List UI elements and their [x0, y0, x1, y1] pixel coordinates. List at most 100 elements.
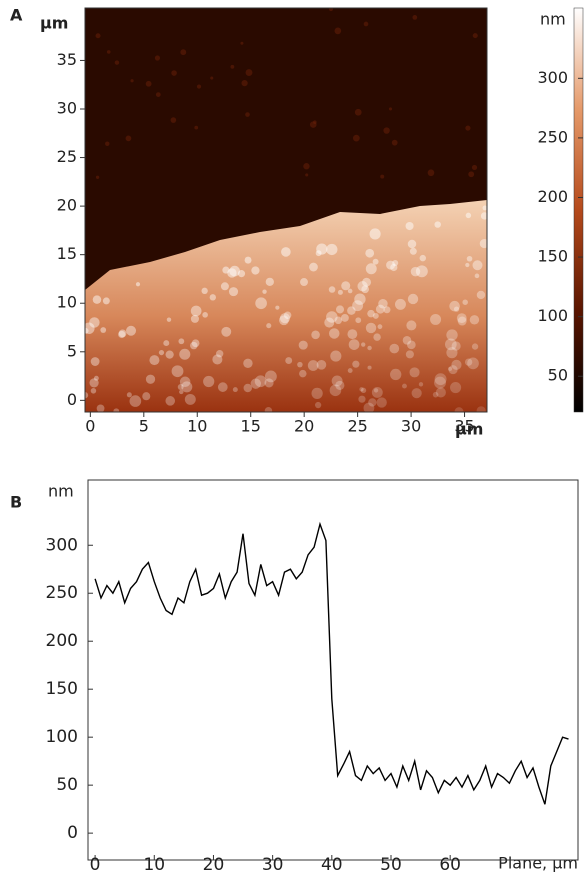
grain [113, 408, 120, 412]
grain [305, 173, 309, 177]
grain [129, 395, 142, 407]
y-tick-label: 15 [57, 244, 77, 263]
grain [85, 327, 89, 334]
grain [380, 174, 385, 179]
grain [309, 262, 318, 272]
grain [331, 375, 343, 387]
profile-line [94, 521, 569, 805]
y-tick-label: 35 [57, 50, 77, 69]
grain [448, 366, 453, 371]
grain [446, 347, 458, 359]
grain [378, 298, 388, 309]
grain [316, 360, 327, 370]
y-tick-label: 5 [67, 341, 77, 360]
grain [89, 378, 99, 388]
grain [412, 15, 418, 20]
grain [220, 282, 229, 291]
grain [456, 313, 467, 324]
x-tick-label: 40 [321, 855, 343, 875]
grain [347, 368, 353, 374]
grain [93, 375, 99, 381]
grain [472, 260, 483, 271]
grain [221, 326, 232, 337]
grain [480, 212, 487, 220]
y-tick-label: 50 [56, 775, 78, 795]
grain [407, 239, 417, 249]
grain [328, 286, 336, 293]
grain [335, 380, 345, 390]
grain [126, 392, 132, 398]
grain [407, 293, 419, 305]
grain [283, 311, 292, 319]
grain [281, 247, 291, 257]
y-tick-label: 300 [46, 535, 78, 555]
grain [171, 70, 177, 76]
grain [245, 112, 250, 117]
grain [405, 221, 414, 231]
grain [230, 64, 235, 69]
x-axis-label: Plane, µm [498, 854, 578, 873]
grain [476, 290, 486, 300]
grain [418, 382, 424, 387]
grain [178, 338, 185, 345]
grain [454, 407, 464, 412]
y-tick-label: 25 [57, 147, 77, 166]
grain [465, 212, 472, 219]
x-tick-label: 10 [187, 417, 207, 436]
grain [96, 404, 105, 412]
y-tick-label: 20 [57, 196, 77, 215]
grain [210, 76, 214, 80]
grain [177, 384, 184, 390]
grain [390, 368, 402, 381]
grain [335, 305, 345, 314]
grain [285, 357, 293, 364]
grain [482, 205, 487, 211]
grain [462, 299, 468, 305]
x-tick-label: 30 [401, 417, 421, 436]
grain [432, 391, 439, 398]
x-tick-label: 20 [203, 855, 225, 875]
grain [361, 342, 366, 347]
grain [251, 266, 260, 275]
grain [392, 260, 399, 267]
film-region [85, 200, 487, 412]
grain [202, 312, 208, 318]
grain [179, 389, 184, 395]
grain [340, 313, 349, 322]
grain [373, 333, 381, 341]
grain [471, 343, 479, 350]
grain [245, 69, 253, 76]
grain [179, 376, 191, 388]
grain [240, 41, 244, 45]
grain [232, 387, 238, 393]
grain [279, 315, 289, 326]
colorbar-tick-label: 150 [537, 247, 568, 266]
grain [149, 355, 160, 366]
grain [386, 260, 396, 270]
grain [390, 263, 398, 272]
grain [365, 322, 377, 334]
grain [465, 262, 470, 268]
grain [365, 263, 377, 275]
grain [427, 169, 435, 177]
y-tick-label: 150 [46, 679, 78, 699]
grain [467, 357, 479, 370]
grain [347, 288, 353, 294]
y-tick-label: 30 [57, 99, 77, 118]
grain [191, 339, 200, 348]
grain [314, 401, 322, 409]
grain [106, 50, 111, 54]
grain [196, 84, 202, 89]
colorbar [573, 7, 584, 413]
grain [479, 238, 487, 249]
grain [212, 354, 223, 365]
grain [163, 340, 170, 347]
grain [352, 300, 364, 312]
grain [402, 383, 407, 389]
grain [476, 406, 486, 412]
grain [328, 8, 334, 12]
grain [154, 55, 161, 61]
grain [369, 228, 381, 240]
grain [359, 387, 364, 392]
grain [419, 254, 426, 262]
